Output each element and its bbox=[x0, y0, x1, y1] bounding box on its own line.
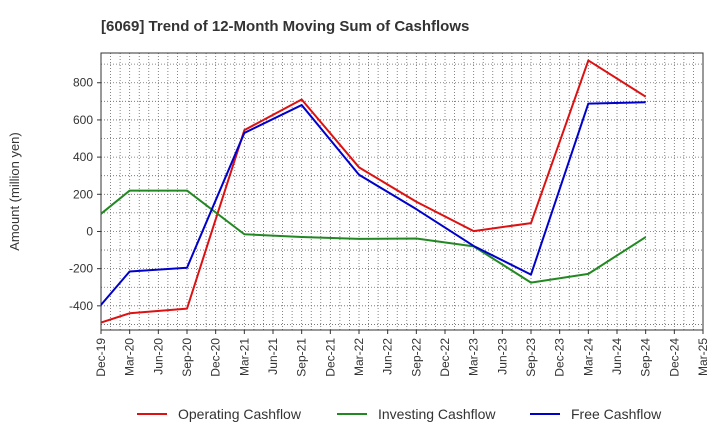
series-line-investing-cashflow bbox=[100, 189, 647, 284]
x-tick-label: Mar-23 bbox=[467, 338, 481, 376]
y-axis-label: Amount (million yen) bbox=[7, 132, 22, 251]
x-tick-label: Dec-22 bbox=[438, 338, 452, 377]
y-tick-label: 600 bbox=[73, 113, 93, 127]
x-tick-label: Mar-21 bbox=[237, 338, 251, 376]
y-tick-label: -200 bbox=[69, 262, 93, 276]
legend-label-operating-cashflow: Operating Cashflow bbox=[178, 406, 302, 422]
y-tick-label: 400 bbox=[73, 150, 93, 164]
x-tick-label: Jun-24 bbox=[610, 338, 624, 375]
series-lines bbox=[100, 59, 647, 324]
x-tick-label: Sep-21 bbox=[295, 338, 309, 377]
x-tick-label: Dec-24 bbox=[667, 338, 681, 377]
x-tick-label: Dec-19 bbox=[94, 338, 108, 377]
legend-label-investing-cashflow: Investing Cashflow bbox=[378, 406, 496, 422]
x-tick-label: Sep-24 bbox=[639, 338, 653, 377]
y-tick-label: 0 bbox=[86, 224, 93, 238]
x-tick-label: Sep-20 bbox=[180, 338, 194, 377]
legend: Operating Cashflow Investing Cashflow Free… bbox=[137, 406, 662, 422]
legend-label-free-cashflow: Free Cashflow bbox=[571, 406, 662, 422]
x-tick-label: Jun-20 bbox=[151, 338, 165, 375]
x-axis: Dec-19 Mar-20 Jun-20 Sep-20 Dec-20 Mar-21 Jun-… bbox=[94, 330, 710, 377]
series-line-free-cashflow bbox=[100, 101, 646, 306]
chart-title: [6069] Trend of 12-Month Moving Sum of C… bbox=[101, 18, 469, 35]
x-tick-label: Sep-22 bbox=[409, 338, 423, 377]
x-tick-label: Jun-22 bbox=[381, 338, 395, 375]
chart-grid bbox=[101, 53, 703, 330]
x-tick-label: Sep-23 bbox=[524, 338, 538, 377]
x-tick-label: Mar-22 bbox=[352, 338, 366, 376]
x-tick-label: Mar-24 bbox=[581, 338, 595, 376]
y-axis: -400 -200 0 200 400 600 800 bbox=[69, 76, 101, 313]
x-tick-label: Jun-21 bbox=[266, 338, 280, 375]
series-line-operating-cashflow bbox=[100, 59, 647, 324]
y-tick-label: 800 bbox=[73, 76, 93, 90]
x-tick-label: Dec-21 bbox=[323, 338, 337, 377]
x-tick-label: Mar-20 bbox=[123, 338, 137, 376]
x-tick-label: Mar-25 bbox=[696, 338, 710, 376]
x-tick-label: Jun-23 bbox=[495, 338, 509, 375]
y-tick-label: -400 bbox=[69, 299, 93, 313]
x-tick-label: Dec-23 bbox=[553, 338, 567, 377]
x-tick-label: Dec-20 bbox=[209, 338, 223, 377]
plot-area bbox=[100, 52, 704, 331]
y-tick-label: 200 bbox=[73, 187, 93, 201]
